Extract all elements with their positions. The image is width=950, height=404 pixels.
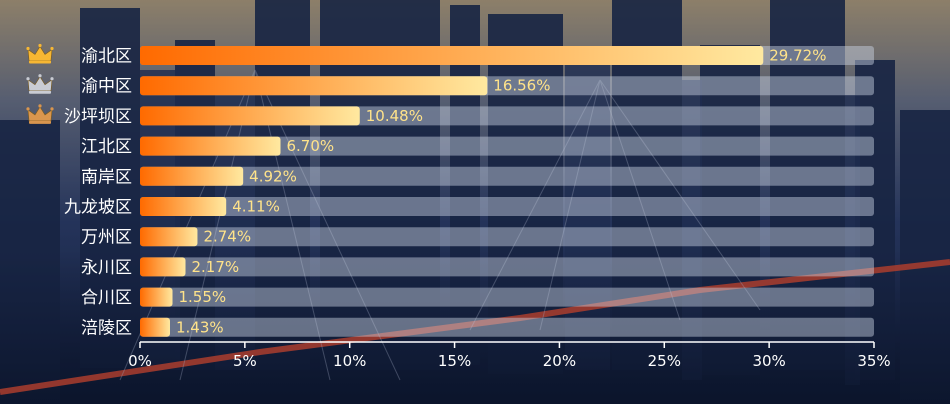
category-label: 江北区 <box>81 137 132 157</box>
value-label: 4.11% <box>232 198 280 216</box>
category-label: 永川区 <box>81 258 132 278</box>
category-label: 南岸区 <box>81 167 132 187</box>
crown-icon <box>26 104 54 124</box>
bar-track <box>140 197 874 216</box>
rank-icons <box>26 43 54 124</box>
value-label: 4.92% <box>249 167 297 185</box>
category-label: 九龙坡区 <box>64 198 132 218</box>
category-label: 沙坪坝区 <box>64 107 132 127</box>
bar <box>140 106 360 126</box>
x-tick-label: 10% <box>333 352 366 370</box>
value-label: 29.72% <box>769 47 826 65</box>
value-label: 1.55% <box>179 288 227 306</box>
category-label: 涪陵区 <box>81 318 132 338</box>
x-tick-label: 30% <box>752 352 785 370</box>
bar <box>140 46 764 65</box>
x-tick-label: 35% <box>857 352 890 370</box>
x-tick-label: 25% <box>648 352 681 370</box>
crown-icon <box>26 43 54 64</box>
value-label: 1.43% <box>176 318 224 336</box>
value-label: 16.56% <box>493 77 550 95</box>
bar-track <box>140 257 874 277</box>
value-labels: 29.72% 16.56% 10.48% 6.70% 4.92% 4.11% 2.74% 2.… <box>176 47 826 337</box>
category-label: 渝中区 <box>81 77 132 97</box>
bar-track <box>140 287 874 307</box>
bar <box>140 257 186 277</box>
x-tick-label: 5% <box>233 352 257 370</box>
value-label: 2.17% <box>192 258 240 276</box>
bar <box>140 166 244 186</box>
bar-track <box>140 166 874 186</box>
bars <box>140 46 764 337</box>
value-label: 10.48% <box>366 107 423 125</box>
category-label: 渝北区 <box>81 47 132 67</box>
value-label: 6.70% <box>287 137 335 155</box>
bar <box>140 136 281 156</box>
category-label: 万州区 <box>81 228 132 248</box>
bar <box>140 287 173 307</box>
x-tick-label: 20% <box>543 352 576 370</box>
category-label: 合川区 <box>81 288 132 308</box>
bar-track <box>140 227 874 247</box>
x-axis: 0% 5% 10% 15% 20% 25% 30% 35% <box>128 341 891 370</box>
value-label: 2.74% <box>203 228 251 246</box>
x-tick-label: 0% <box>128 352 152 370</box>
bar <box>140 227 198 247</box>
x-tick-label: 15% <box>438 352 471 370</box>
bar <box>140 76 488 96</box>
bar-track <box>140 136 874 156</box>
bar-track <box>140 317 874 337</box>
bar <box>140 317 170 337</box>
bar <box>140 197 227 216</box>
crown-icon <box>26 74 54 94</box>
